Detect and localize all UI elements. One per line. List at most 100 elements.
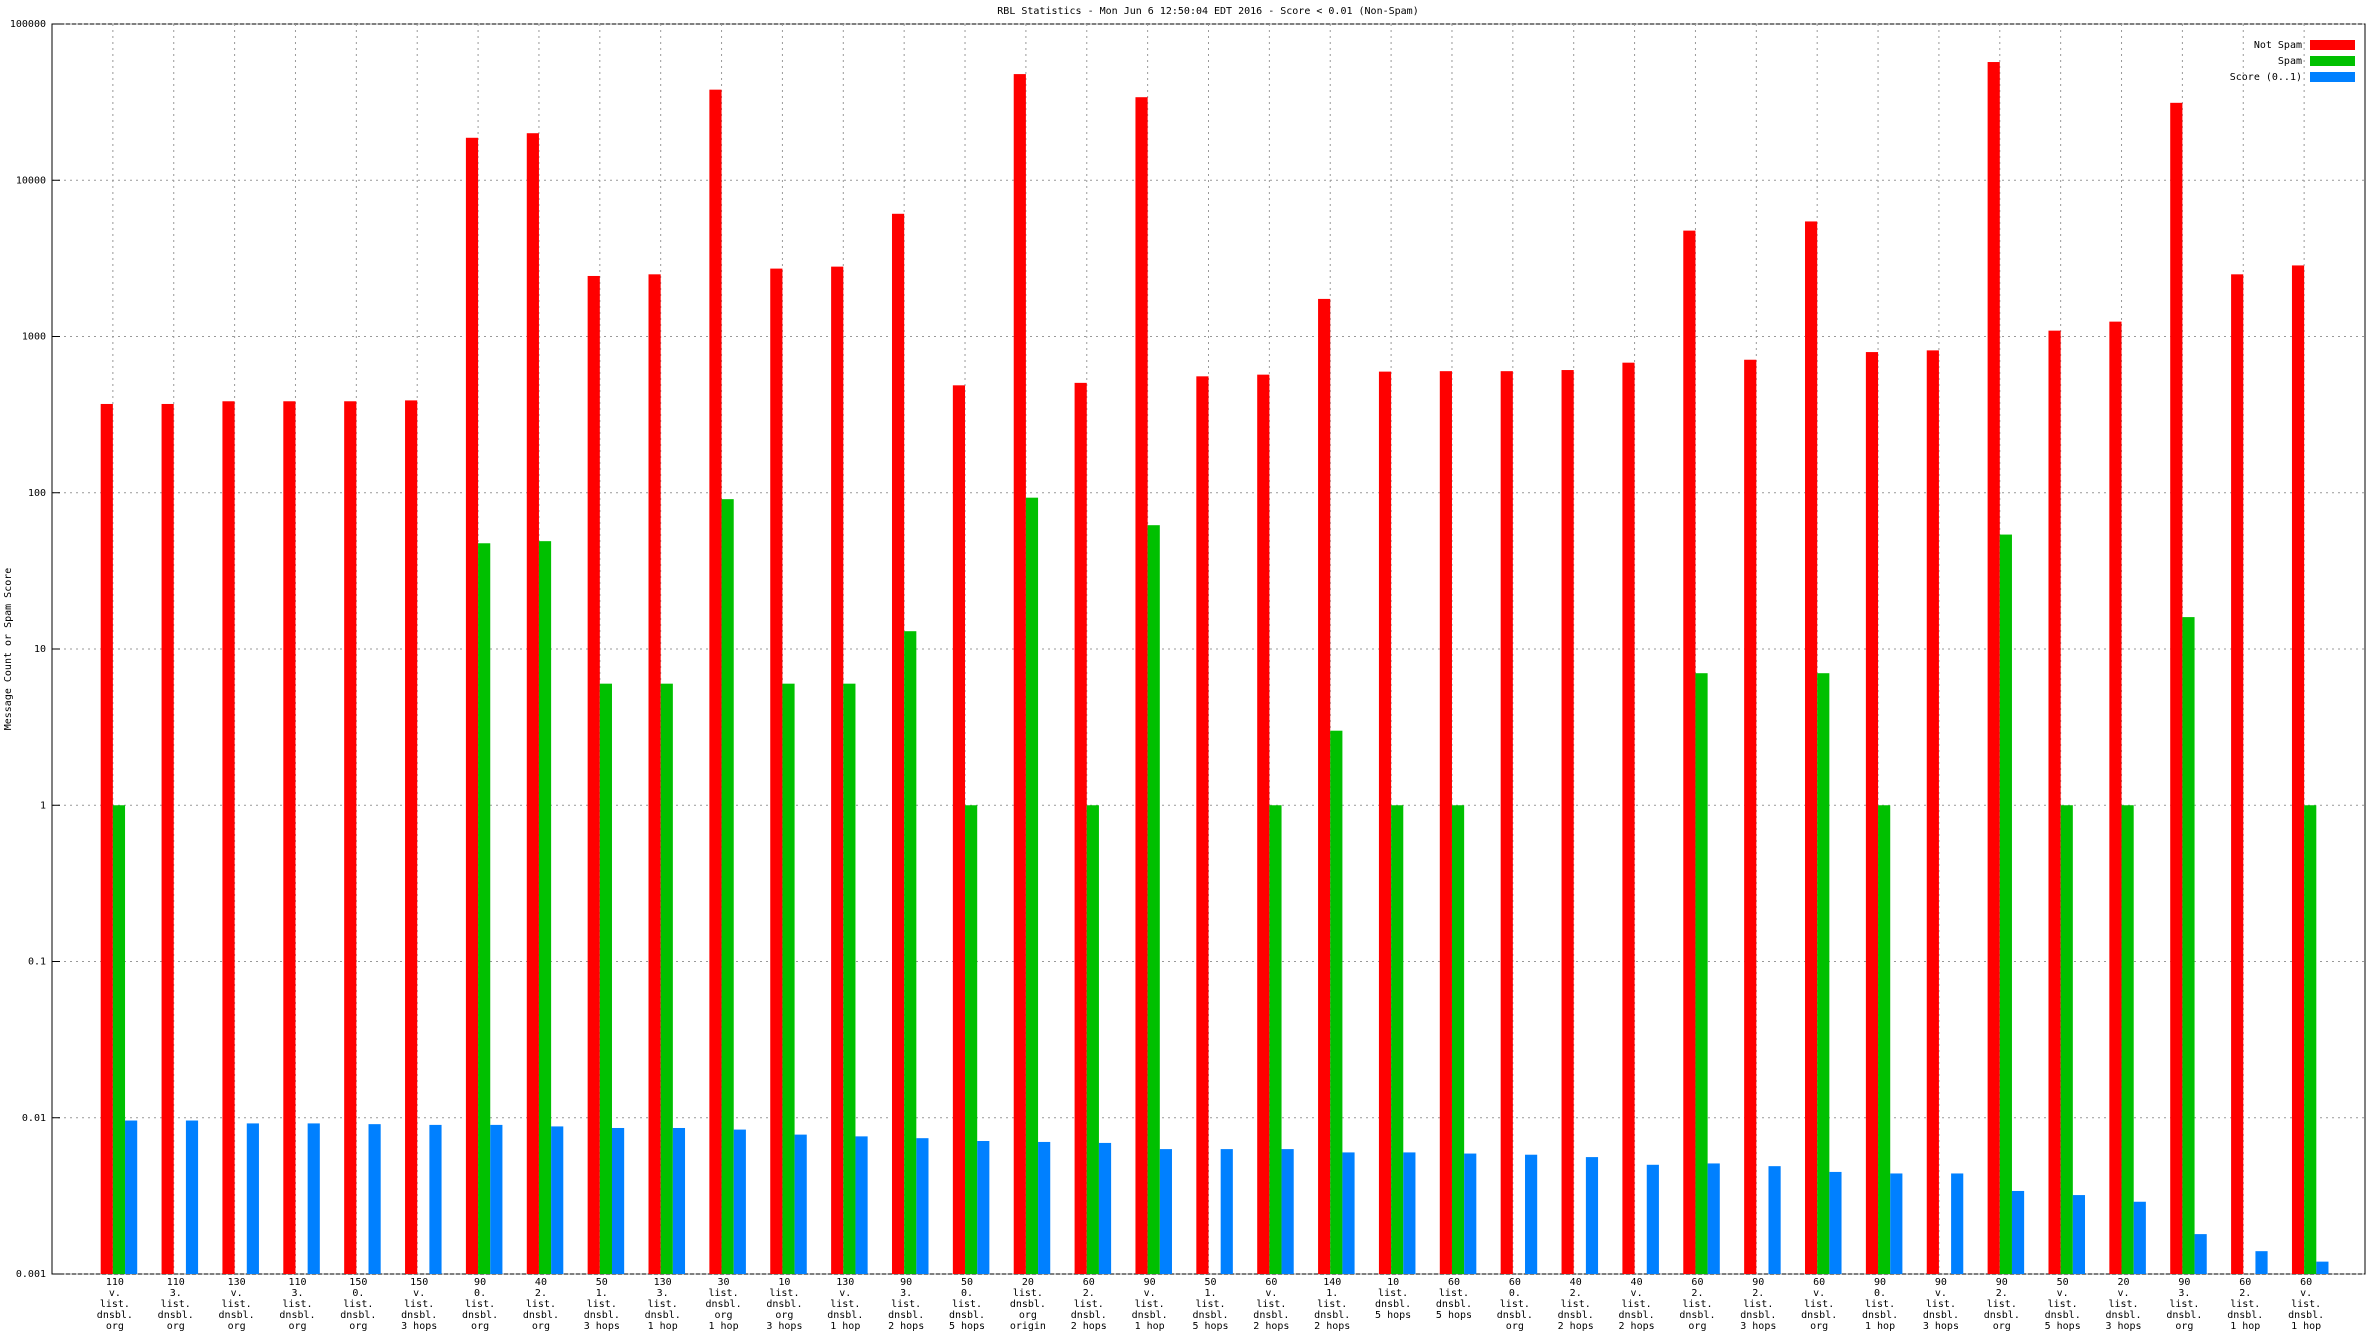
x-tick-label-line: 130 <box>228 1277 246 1288</box>
chart-title: RBL Statistics - Mon Jun 6 12:50:04 EDT … <box>997 6 1418 17</box>
x-tick-label-line: 10 <box>778 1277 790 1288</box>
x-tick-label-line: org <box>106 1321 124 1332</box>
x-tick-label-line: 2. <box>535 1288 547 1299</box>
x-tick-label-line: 90 <box>2178 1277 2190 1288</box>
bar <box>478 543 491 1274</box>
x-tick-label-line: 2 hops <box>1253 1321 1289 1332</box>
x-tick-label: 150 v. list. dnsbl. 3 hops <box>401 1277 437 1332</box>
x-tick-label-line: dnsbl. <box>1132 1310 1168 1321</box>
x-tick-label: 20 list. dnsbl. org origin <box>1010 1277 1046 1332</box>
bar <box>1744 359 1757 1275</box>
bar <box>1926 350 1939 1275</box>
x-tick-label-line: dnsbl. <box>158 1310 194 1321</box>
bar <box>2304 805 2317 1274</box>
legend-label: Spam <box>2278 56 2302 67</box>
x-tick-label-line: org <box>2175 1321 2193 1332</box>
x-tick-label-line: dnsbl. <box>1619 1310 1655 1321</box>
x-tick-label-line: 1 hop <box>1135 1321 1165 1332</box>
bar <box>429 1124 442 1274</box>
x-tick-label-line: list. <box>1378 1288 1408 1299</box>
x-tick-label-line: 3. <box>291 1288 303 1299</box>
bar <box>1622 362 1635 1274</box>
x-tick-label-line: 50 <box>596 1277 608 1288</box>
bar <box>2072 1195 2086 1274</box>
bar <box>1257 374 1270 1275</box>
bar <box>891 213 905 1274</box>
x-tick-label-line: 130 <box>836 1277 854 1288</box>
bar <box>405 400 418 1275</box>
x-tick-label-line: org <box>1019 1310 1037 1321</box>
bar <box>916 1138 929 1274</box>
y-tick-label: 0.001 <box>16 1269 46 1280</box>
x-tick-label-line: list. <box>1013 1288 1043 1299</box>
legend-label: Not Spam <box>2254 40 2302 51</box>
x-tick-label-line: dnsbl. <box>1679 1310 1715 1321</box>
bar <box>1768 1166 1781 1274</box>
x-tick-label: 50 v. list. dnsbl. 5 hops <box>2045 1277 2081 1332</box>
x-tick-label: 40 v. list. dnsbl. 2 hops <box>1619 1277 1655 1332</box>
x-tick-label-line: list. <box>161 1299 191 1310</box>
bar <box>1817 673 1830 1274</box>
x-tick-label-line: 5 hops <box>2045 1321 2081 1332</box>
x-tick-label-line: list. <box>222 1299 252 1310</box>
x-tick-label-line: dnsbl. <box>1314 1310 1350 1321</box>
bar <box>344 401 357 1275</box>
x-tick-label-line: 2 hops <box>1558 1321 1594 1332</box>
x-tick-label-line: 130 <box>654 1277 672 1288</box>
x-tick-label: 40 2. list. dnsbl. 2 hops <box>1558 1277 1594 1332</box>
bar <box>2291 265 2305 1274</box>
x-tick-label-line: dnsbl. <box>766 1299 802 1310</box>
bar <box>1330 730 1343 1274</box>
x-tick-label-line: 60 <box>2300 1277 2312 1288</box>
x-tick-label: 50 0. list. dnsbl. 5 hops <box>949 1277 985 1332</box>
bar <box>1646 1164 1659 1274</box>
x-tick-label: 20 v. list. dnsbl. 3 hops <box>2105 1277 2141 1332</box>
x-tick-label-line: 150 <box>410 1277 428 1288</box>
bar <box>1585 1157 1599 1274</box>
x-tick-label-line: list. <box>1682 1299 1712 1310</box>
bar <box>222 401 235 1275</box>
bar <box>538 541 552 1274</box>
x-tick-label-line: list. <box>2291 1299 2321 1310</box>
bar <box>1025 497 1039 1274</box>
x-tick-label-line: 1 hop <box>708 1321 738 1332</box>
y-tick-label: 10000 <box>16 175 46 186</box>
bar <box>1878 805 1891 1274</box>
x-tick-label-line: 0. <box>961 1288 973 1299</box>
x-tick-label-line: list. <box>404 1299 434 1310</box>
x-tick-label-line: org <box>775 1310 793 1321</box>
bar <box>1561 370 1574 1274</box>
x-tick-label: 60 list. dnsbl. 5 hops <box>1436 1277 1472 1321</box>
bar <box>2255 1251 2268 1274</box>
x-tick-label-line: list. <box>1804 1299 1834 1310</box>
bar <box>1707 1163 1720 1274</box>
x-tick-label-line: 3. <box>170 1288 182 1299</box>
bar <box>709 89 722 1274</box>
x-tick-label-line: 3 hops <box>2105 1321 2141 1332</box>
x-tick-label-line: list. <box>2048 1299 2078 1310</box>
legend-swatch <box>2310 56 2355 66</box>
x-tick-label-line: list. <box>891 1299 921 1310</box>
bar <box>611 1127 625 1274</box>
x-tick-label-line: dnsbl. <box>1558 1310 1594 1321</box>
x-tick-label-line: dnsbl. <box>462 1310 498 1321</box>
x-tick-label-line: dnsbl. <box>2166 1310 2202 1321</box>
bar <box>2121 805 2134 1274</box>
x-tick-label: 90 v. list. dnsbl. 3 hops <box>1923 1277 1959 1332</box>
x-tick-label-line: list. <box>2169 1299 2199 1310</box>
x-tick-label-line: list. <box>100 1299 130 1310</box>
bar <box>1281 1149 1294 1274</box>
bar <box>2011 1190 2025 1274</box>
x-tick-label-line: dnsbl. <box>1192 1310 1228 1321</box>
x-tick-label-line: 3. <box>2178 1288 2190 1299</box>
bar <box>1196 376 1209 1275</box>
x-tick-label-line: dnsbl. <box>1010 1299 1046 1310</box>
x-tick-label-line: 1. <box>1326 1288 1338 1299</box>
x-tick-label: 130 3. list. dnsbl. 1 hop <box>645 1277 681 1332</box>
bar <box>672 1127 686 1274</box>
x-tick-label-line: v. <box>109 1288 121 1299</box>
x-tick-label-line: 1 hop <box>1865 1321 1895 1332</box>
